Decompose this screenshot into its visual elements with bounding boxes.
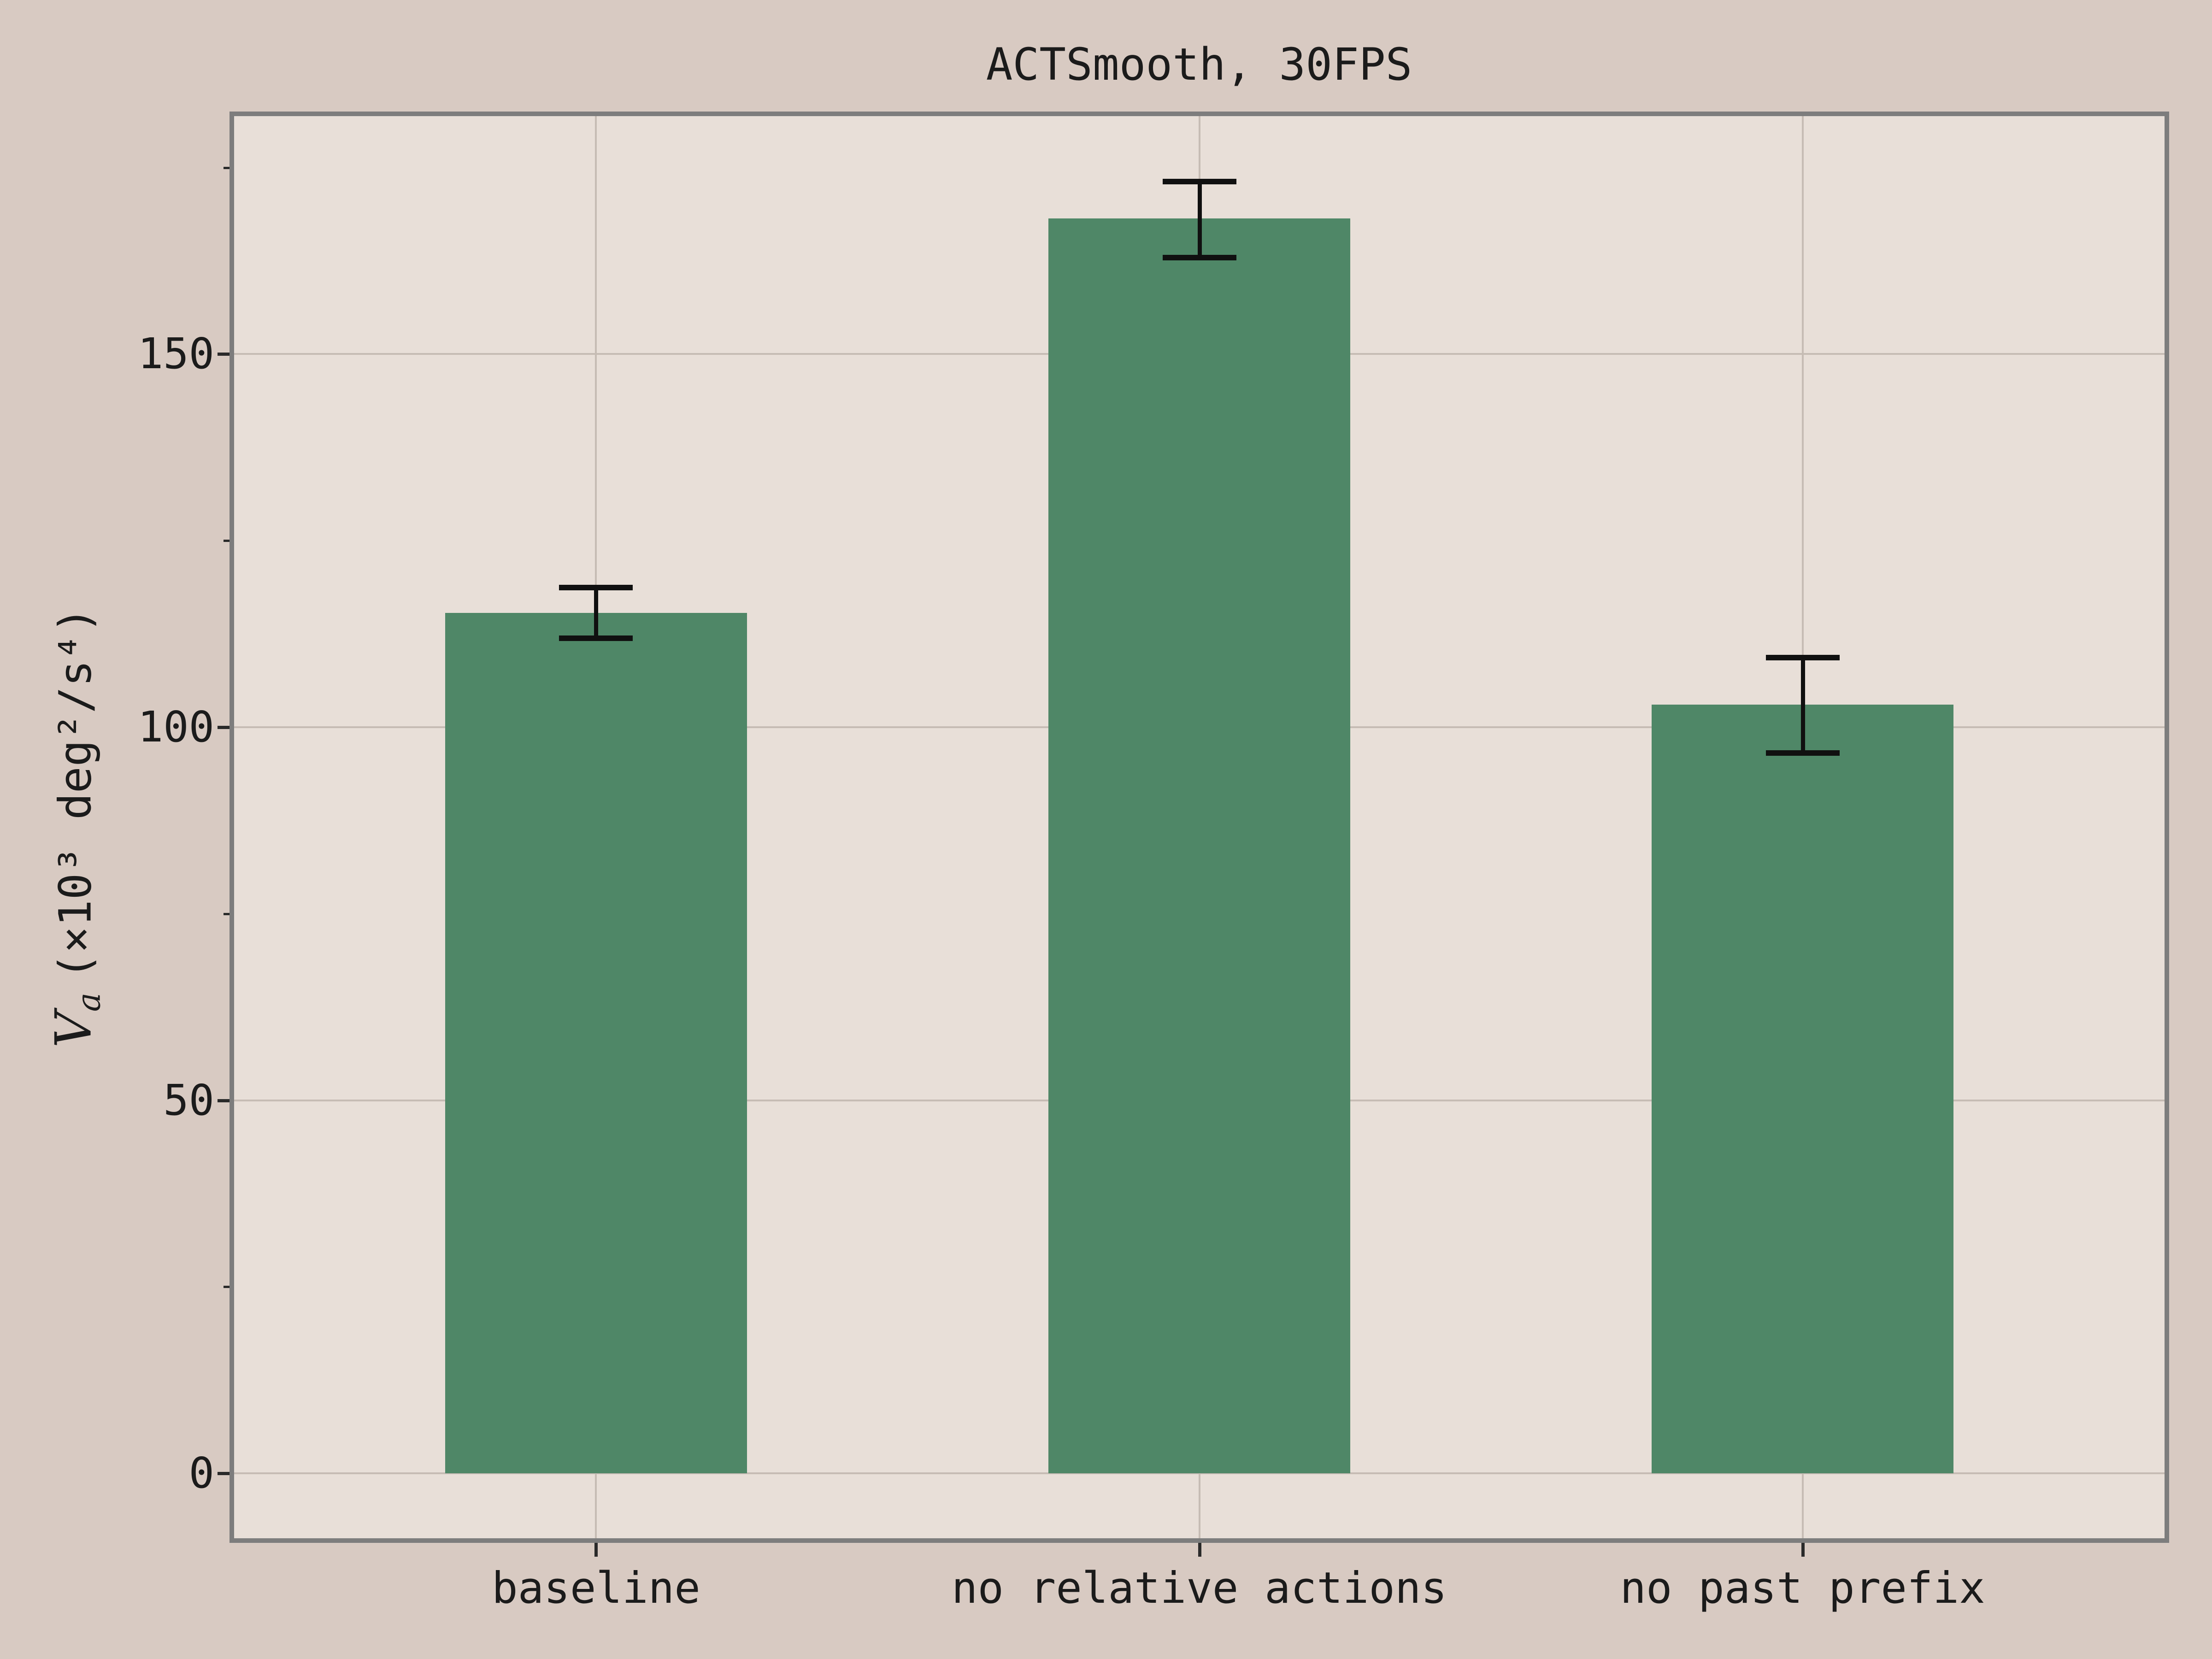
error-bar-cap-low-baseline [559,635,633,641]
y-minor-tick-25 [224,1286,229,1288]
error-bar-cap-low-no-relative-actions [1162,255,1236,260]
y-tick-100 [218,726,229,729]
x-tick-label-no-past-prefix: no past prefix [1620,1563,1985,1613]
y-minor-tick-75 [224,912,229,915]
error-bar-cap-high-no-past-prefix [1765,654,1840,660]
y-axis-label-subscript: a [70,992,108,1012]
error-bar-cap-high-baseline [559,584,633,590]
x-tick-label-baseline: baseline [492,1563,700,1613]
y-tick-label-0: 0 [188,1448,214,1498]
y-axis-label-symbol: V [45,1012,103,1048]
x-tick-no-past-prefix [1801,1543,1805,1557]
y-tick-label-150: 150 [137,329,214,379]
plot-area [229,112,2169,1543]
error-bar-line-no-relative-actions [1197,181,1202,257]
x-tick-label-no-relative-actions: no relative actions [951,1563,1447,1613]
bar-baseline [445,613,747,1474]
x-tick-no-relative-actions [1198,1543,1201,1557]
chart-title: ACTSmooth, 30FPS [986,39,1412,90]
y-axis-label: Va (×10³ deg²/s⁴) [45,606,108,1048]
y-axis-label-units: (×10³ deg²/s⁴) [49,606,101,980]
error-bar-cap-high-no-relative-actions [1162,178,1236,184]
x-tick-baseline [594,1543,598,1557]
y-minor-tick-125 [224,540,229,542]
y-tick-0 [218,1472,229,1476]
y-tick-50 [218,1099,229,1102]
bar-no-relative-actions [1048,218,1350,1474]
error-bar-line-no-past-prefix [1800,657,1805,753]
error-bar-line-baseline [594,587,599,638]
y-tick-label-100: 100 [137,702,214,752]
y-minor-tick-175 [224,166,229,169]
y-tick-150 [218,353,229,356]
bar-no-past-prefix [1652,705,1953,1474]
error-bar-cap-low-no-past-prefix [1765,750,1840,756]
y-tick-label-50: 50 [163,1075,214,1125]
